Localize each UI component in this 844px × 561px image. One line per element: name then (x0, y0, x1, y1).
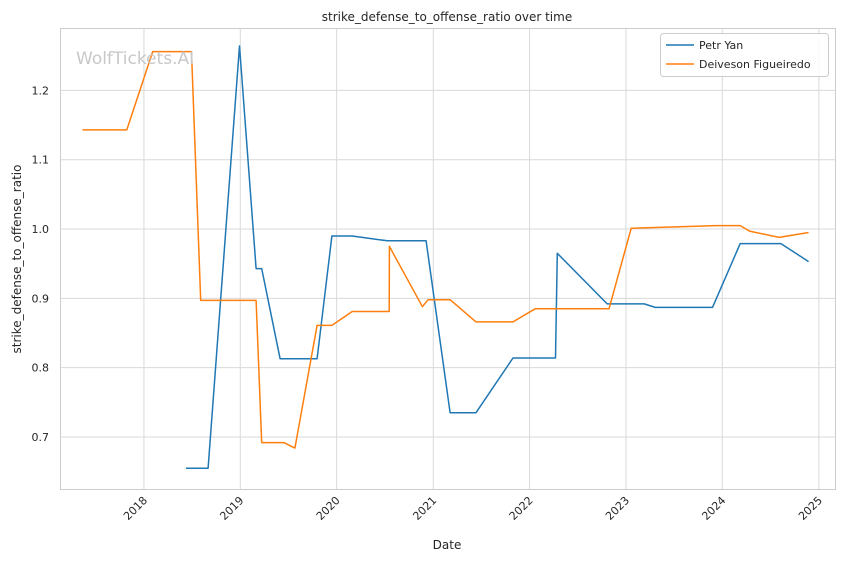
y-tick-label: 1.0 (32, 223, 50, 236)
y-tick-label: 0.8 (32, 362, 50, 375)
watermark-text: WolfTickets.AI (76, 49, 194, 69)
x-axis-label: Date (433, 538, 462, 552)
series-line-petr-yan (185, 45, 810, 469)
chart-title: strike_defense_to_offense_ratio over tim… (322, 10, 572, 24)
x-tick-label: 2020 (314, 494, 343, 523)
x-tick-label: 2018 (121, 494, 150, 523)
x-axis-ticks: 2018 2019 2020 2021 2022 2023 2024 2025 (121, 494, 825, 523)
y-tick-label: 1.1 (32, 154, 50, 167)
y-axis-label: strike_defense_to_offense_ratio (10, 165, 24, 354)
legend: Petr Yan Deiveson Figueiredo (660, 33, 829, 77)
series-layer (82, 45, 810, 469)
x-tick-label: 2024 (699, 494, 728, 523)
legend-box (660, 33, 829, 77)
y-tick-label: 0.9 (32, 292, 50, 305)
x-tick-label: 2023 (603, 494, 632, 523)
x-tick-label: 2021 (410, 494, 439, 523)
y-axis-ticks: 0.7 0.8 0.9 1.0 1.1 1.2 (32, 84, 50, 444)
grid-lines (60, 28, 835, 489)
x-tick-label: 2022 (507, 494, 536, 523)
legend-label-deiveson-figueiredo: Deiveson Figueiredo (699, 58, 811, 71)
plot-frame (60, 28, 836, 490)
legend-label-petr-yan: Petr Yan (699, 39, 743, 52)
y-tick-label: 1.2 (32, 84, 50, 97)
x-tick-label: 2019 (217, 494, 246, 523)
y-tick-label: 0.7 (32, 431, 50, 444)
x-tick-label: 2025 (796, 494, 825, 523)
series-line-deiveson-figueiredo (82, 50, 809, 449)
